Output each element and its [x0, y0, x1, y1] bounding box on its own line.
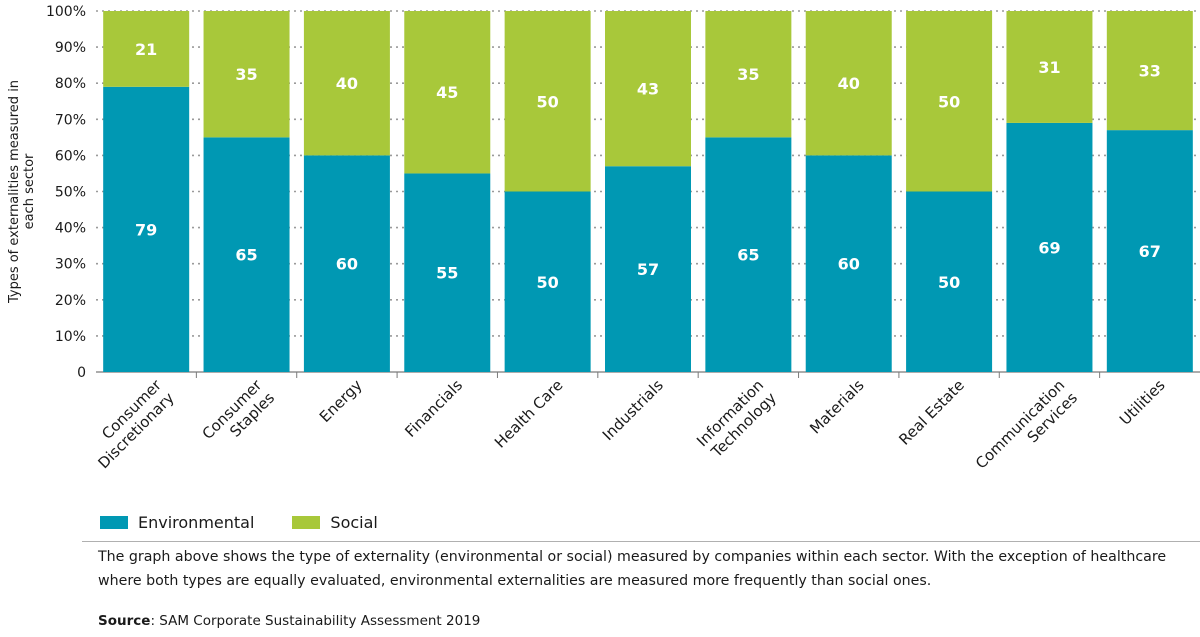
x-tick-label: Health Care	[491, 376, 566, 451]
x-tick-label: InformationTechnology	[693, 376, 780, 463]
x-tick-label-line: Real Estate	[895, 376, 968, 449]
x-tick-label: ConsumerStaples	[199, 376, 279, 456]
y-tick-label: 0	[77, 365, 86, 381]
bar-social	[705, 11, 792, 138]
x-tick-label-line: Energy	[316, 376, 366, 426]
data-label-environmental: 50	[938, 273, 960, 292]
data-label-social: 35	[737, 65, 759, 84]
bar-environmental	[203, 137, 290, 372]
x-tick-label: Utilities	[1116, 376, 1169, 429]
bar-social	[605, 11, 691, 167]
y-tick-label: 80%	[55, 76, 86, 92]
bar-social	[404, 11, 491, 174]
y-axis-title: Types of externalities measured ineach s…	[7, 80, 37, 304]
bar-environmental	[906, 191, 993, 372]
y-tick-label: 70%	[55, 112, 86, 128]
x-tick-label: Energy	[316, 376, 366, 426]
x-tick-label-line: Financials	[401, 376, 466, 441]
x-tick-label: Industrials	[599, 376, 667, 444]
legend-item-environmental: Environmental	[100, 513, 254, 532]
stacked-bar-chart: 0 10% 20% 30% 40% 50% 60% 70% 80% 90% 100% Types of…	[7, 4, 1200, 485]
x-tick-label-line: Materials	[806, 376, 867, 437]
x-tick-label: CommunicationServices	[972, 376, 1081, 485]
y-tick-label: 60%	[55, 148, 86, 164]
y-tick-label: 30%	[55, 257, 86, 273]
y-tick-label: 20%	[55, 293, 86, 309]
y-axis-title-line: Types of externalities measured in	[7, 80, 22, 304]
data-label-social: 40	[336, 74, 358, 93]
data-label-social: 33	[1139, 62, 1161, 81]
legend-item-social: Social	[292, 512, 378, 532]
bar-environmental	[705, 137, 792, 372]
x-tick-label-line: Utilities	[1116, 376, 1169, 429]
legend-swatch-environmental	[100, 515, 128, 529]
bar-social	[1006, 11, 1093, 123]
data-label-environmental: 65	[235, 246, 257, 265]
data-label-social: 35	[235, 65, 257, 84]
y-tick-label: 90%	[55, 40, 86, 56]
data-label-environmental: 79	[135, 220, 157, 239]
source-label: Source	[98, 613, 151, 629]
bar-environmental	[1006, 122, 1093, 372]
source-note: Source: SAM Corporate Sustainability Ass…	[98, 613, 480, 629]
bar-social	[303, 11, 390, 156]
chart-legend: Environmental Social	[100, 510, 378, 534]
bar-social	[504, 11, 591, 192]
legend-label-social: Social	[330, 512, 378, 532]
data-label-social: 43	[637, 80, 659, 99]
y-tick-label: 10%	[55, 329, 86, 345]
x-tick-label: ConsumerDiscretionary	[82, 376, 179, 473]
bar-environmental	[1106, 130, 1193, 372]
bar-environmental	[805, 155, 892, 372]
data-label-social: 50	[537, 92, 559, 111]
bar-social	[906, 11, 993, 192]
source-text: : SAM Corporate Sustainability Assessmen…	[150, 613, 481, 629]
data-label-social: 45	[436, 83, 458, 102]
legend-label-environmental: Environmental	[138, 512, 255, 532]
x-tick-label: Materials	[806, 376, 867, 437]
bar-social	[203, 11, 290, 138]
x-tick-label-line: Industrials	[599, 376, 667, 444]
bar-environmental	[303, 155, 390, 372]
y-tick-label: 50%	[55, 185, 86, 201]
data-label-social: 40	[838, 74, 860, 93]
bar-social	[1106, 11, 1193, 131]
data-label-environmental: 57	[637, 260, 659, 279]
data-label-environmental: 55	[436, 264, 458, 283]
bar-environmental	[605, 166, 691, 372]
data-label-social: 31	[1038, 58, 1060, 77]
data-label-environmental: 67	[1139, 242, 1161, 261]
x-tick-label: Real Estate	[895, 376, 968, 449]
data-label-environmental: 50	[537, 273, 559, 292]
data-label-environmental: 69	[1038, 238, 1060, 257]
x-tick-label-line: Health Care	[491, 376, 566, 451]
bar-environmental	[103, 86, 190, 372]
data-label-environmental: 60	[336, 255, 358, 274]
bar-environmental	[504, 191, 591, 372]
data-label-social: 21	[135, 40, 157, 59]
caption-divider	[82, 541, 1200, 542]
data-label-environmental: 60	[838, 255, 860, 274]
y-tick-label: 40%	[55, 221, 86, 237]
y-tick-label: 100%	[46, 4, 86, 20]
chart-caption: The graph above shows the type of extern…	[98, 549, 1167, 589]
legend-swatch-social	[292, 515, 321, 529]
y-axis-title-line: each sector	[22, 153, 37, 229]
bar-social	[103, 11, 190, 87]
bar-environmental	[404, 173, 491, 372]
bar-social	[805, 11, 892, 156]
data-label-social: 50	[938, 92, 960, 111]
data-label-environmental: 65	[737, 246, 759, 265]
x-tick-label: Financials	[401, 376, 466, 441]
